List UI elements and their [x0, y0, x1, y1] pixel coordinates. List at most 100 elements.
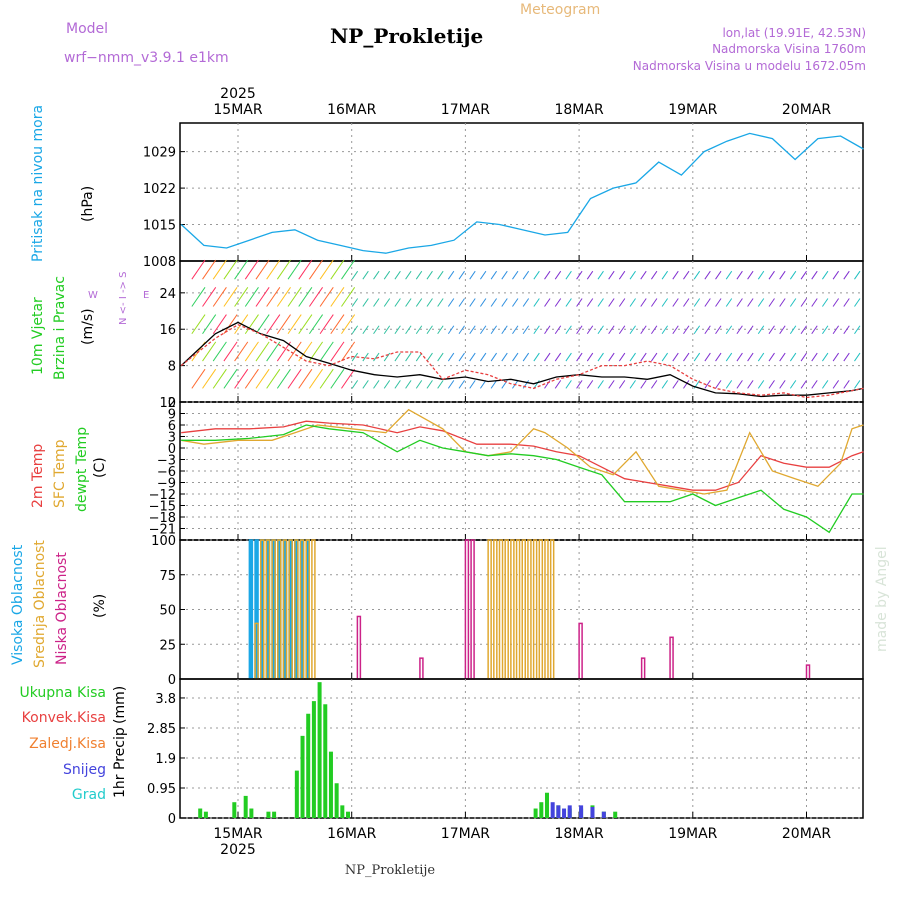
top-date-label: 16MAR: [327, 102, 376, 118]
wind-barb: [266, 314, 281, 335]
wind-barb: [394, 352, 401, 362]
total-precip-bar: [300, 735, 305, 818]
wind-barb: [586, 380, 594, 389]
wind-barb: [683, 325, 690, 335]
wind-barb: [308, 259, 324, 280]
total-precip-bar: [340, 805, 345, 818]
mid-cloud-bar: [493, 539, 498, 680]
wind-barb: [458, 270, 465, 280]
wind-barb: [405, 270, 412, 280]
watermark: made by Angel: [874, 546, 890, 652]
y-tick-label: −18: [149, 511, 176, 526]
total-precip-bar: [311, 701, 316, 818]
wind-barb: [490, 270, 498, 280]
wind-barb: [490, 298, 498, 307]
temp-ylabel-2: SFC Temp: [52, 439, 68, 508]
wind-barb: [394, 298, 401, 307]
wind-barb: [715, 352, 722, 362]
wind-barb: [191, 314, 206, 335]
wind-barb: [212, 341, 227, 362]
y-tick-label: −15: [149, 500, 176, 515]
wind-barb: [469, 325, 476, 335]
wind-barb: [298, 314, 313, 335]
mid-cloud-bar: [487, 539, 492, 680]
wind-barb: [447, 380, 455, 389]
y-tick-label: −6: [157, 465, 176, 480]
wind-barb: [512, 352, 519, 362]
wind-barb: [501, 270, 508, 280]
wind-barb: [693, 270, 701, 280]
low-cloud-bar: [464, 539, 470, 680]
wind-barb: [202, 314, 217, 335]
wind-compass: N <- I -> S: [118, 272, 129, 325]
wind-barb: [768, 380, 775, 389]
wind-barb: [554, 352, 562, 362]
precip-unit: (mm): [112, 686, 128, 724]
wind-barb: [672, 325, 679, 335]
wind-barb: [255, 287, 270, 307]
wind-barb: [223, 314, 238, 335]
elevation-text: Nadmorska Visina 1760m: [712, 42, 866, 56]
wind-barb: [811, 270, 818, 280]
wind-barb: [362, 298, 369, 307]
wind-barb: [255, 259, 270, 280]
mid-cloud-bar: [498, 539, 504, 680]
wind-barb: [736, 298, 743, 307]
wind-barb: [832, 298, 840, 307]
temp-unit: (C): [92, 457, 108, 478]
wind-barb: [522, 270, 530, 280]
top-date-label: 15MAR: [213, 102, 262, 118]
legend-total-rain: Ukupna Kisa: [19, 685, 106, 701]
cloud-ylabel-1: Visoka Oblacnost: [10, 544, 26, 665]
wind-barb: [554, 380, 562, 389]
wind-barb: [341, 341, 356, 362]
y-tick-label: −21: [149, 523, 176, 538]
y-tick-label: 6: [168, 419, 176, 434]
wind-barb: [736, 270, 743, 280]
wind-barb: [597, 352, 604, 362]
wind-barb: [618, 270, 626, 280]
wind-barb: [223, 287, 238, 307]
precip-frame: [179, 678, 864, 819]
y-tick-label: 1008: [143, 255, 176, 270]
total-precip-bar: [613, 811, 618, 818]
wind-barb: [843, 270, 850, 280]
wind-barb: [341, 259, 356, 280]
total-precip-bar: [294, 770, 299, 818]
wind-barb: [437, 325, 444, 335]
wind-barb: [512, 270, 519, 280]
wind-barb: [415, 270, 423, 280]
wind-compass-e: E: [143, 290, 149, 301]
wind-speed-line: [180, 321, 864, 398]
wind-barb: [672, 380, 679, 389]
wind-barb: [715, 380, 722, 389]
wind-barb: [394, 380, 401, 389]
y-tick-label: 1015: [143, 219, 176, 234]
y-tick-label: −9: [157, 477, 176, 492]
wind-barb: [426, 380, 433, 389]
wind-barb: [319, 341, 334, 362]
wind-barb: [383, 298, 391, 307]
precip-panel: 0 0.95 1.9 2.85 3.8: [147, 678, 864, 827]
total-precip-bar: [317, 682, 322, 818]
wind-barb: [383, 325, 391, 335]
legend-snow: Snijeg: [63, 762, 106, 778]
wind-barb: [747, 270, 754, 280]
wind-barb: [800, 270, 807, 280]
wind-barb: [640, 298, 647, 307]
wind-barb: [501, 325, 508, 335]
top-date-label: 19MAR: [668, 102, 717, 118]
wind-barb: [383, 352, 391, 362]
wind-barb: [854, 352, 861, 362]
precip-ylabel: 1hr Precip: [112, 727, 128, 798]
wind-barb: [330, 287, 345, 307]
temp-ylabel-3: dewpt Temp: [74, 427, 90, 512]
wind-barb: [608, 380, 615, 389]
wind-barb: [779, 270, 786, 280]
wind-barb: [469, 298, 476, 307]
wind-barb: [822, 270, 829, 280]
top-year-label: 2025: [220, 86, 256, 102]
wind-barb: [640, 352, 647, 362]
wind-barb: [629, 298, 636, 307]
